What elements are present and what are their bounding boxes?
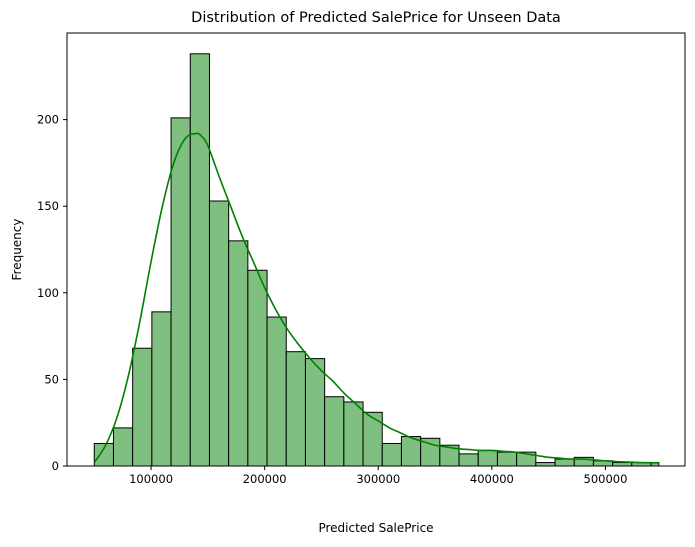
kde-curve xyxy=(93,132,659,464)
y-tick-label: 0 xyxy=(52,459,59,473)
histogram-bar xyxy=(554,458,575,467)
histogram-bar xyxy=(208,200,230,467)
histogram-bar xyxy=(112,427,134,467)
x-axis-ticks: 100000 200000 300000 400000 500000 xyxy=(129,466,627,486)
histogram-bar xyxy=(477,449,498,467)
y-axis-ticks: 0 50 100 150 200 xyxy=(37,113,67,473)
x-tick-label: 500000 xyxy=(584,472,628,486)
histogram-bars xyxy=(93,53,660,467)
histogram-bar xyxy=(535,462,556,467)
histogram-bar xyxy=(343,401,364,467)
x-tick-label: 200000 xyxy=(243,472,287,486)
histogram-bar xyxy=(170,117,191,467)
histogram-bar xyxy=(266,316,287,467)
histogram-bar xyxy=(496,451,518,467)
y-tick-label: 150 xyxy=(37,199,59,213)
histogram-bar xyxy=(458,453,479,467)
kde-curve-group xyxy=(93,132,659,464)
histogram-bar xyxy=(151,311,172,467)
histogram-bar xyxy=(228,240,249,467)
x-axis-label: Predicted SalePrice xyxy=(318,521,433,535)
histogram-bar xyxy=(247,269,268,467)
histogram-bar xyxy=(304,358,326,467)
histogram-bar xyxy=(400,436,422,467)
chart-title: Distribution of Predicted SalePrice for … xyxy=(191,10,561,26)
histogram-bar xyxy=(381,442,402,467)
histogram-bar xyxy=(324,396,345,467)
y-axis-label: Frequency xyxy=(10,219,24,281)
x-tick-label: 300000 xyxy=(356,472,400,486)
histogram-bar xyxy=(612,462,633,467)
x-tick-label: 400000 xyxy=(470,472,514,486)
histogram-bar xyxy=(362,411,383,467)
y-tick-label: 200 xyxy=(37,113,59,127)
x-tick-label: 100000 xyxy=(129,472,173,486)
plot-frame xyxy=(66,32,686,467)
histogram-bar xyxy=(189,53,210,467)
histogram-bar xyxy=(132,347,153,467)
histogram-bar xyxy=(285,351,306,467)
y-tick-label: 100 xyxy=(37,286,59,300)
y-tick-label: 50 xyxy=(44,372,59,386)
